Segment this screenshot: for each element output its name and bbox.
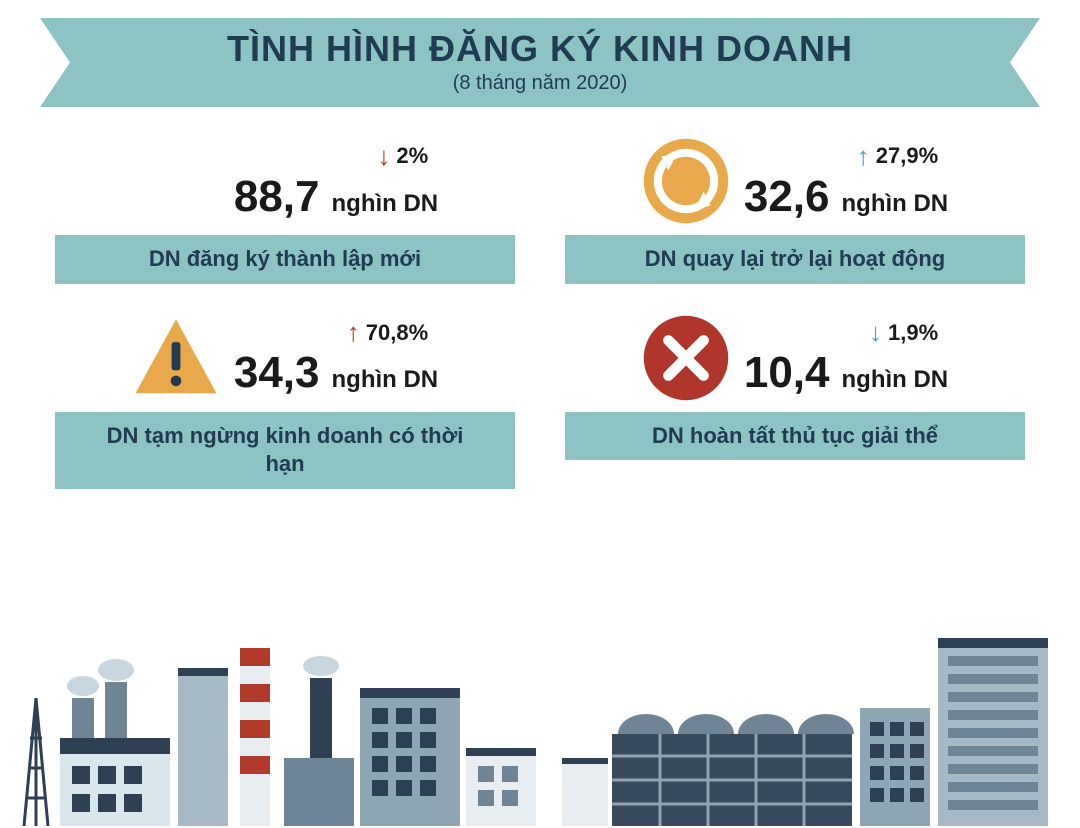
arrow-down-icon (869, 317, 882, 348)
stat-0-change: 2% (377, 141, 428, 172)
stat-0-label: DN đăng ký thành lập mới (55, 235, 515, 284)
stat-2-unit: nghìn DN (332, 366, 439, 394)
stat-0-icon-empty (132, 137, 220, 225)
arrow-up-icon (347, 317, 360, 348)
stat-0-unit: nghìn DN (332, 190, 439, 218)
stat-returned: 27,9% 32,6 nghìn DN DN quay lại trở lại … (560, 137, 1030, 284)
stat-3-label: DN hoàn tất thủ tục giải thể (565, 412, 1025, 461)
stat-1-unit: nghìn DN (842, 190, 949, 218)
stat-3-value: 10,4 (744, 348, 830, 398)
stat-new-registrations: 2% 88,7 nghìn DN DN đăng ký thành lập mớ… (50, 137, 520, 284)
arrow-down-icon (377, 141, 390, 172)
stat-suspended: 70,8% 34,3 nghìn DN DN tạm ngừng kinh do… (50, 314, 520, 489)
stat-2-change: 70,8% (347, 317, 428, 348)
stat-2-label: DN tạm ngừng kinh doanh có thời hạn (55, 412, 515, 489)
stat-1-change-value: 27,9% (876, 143, 938, 169)
cross-icon (642, 314, 730, 402)
stat-dissolved: 1,9% 10,4 nghìn DN DN hoàn tất thủ tục g… (560, 314, 1030, 489)
stat-2-change-value: 70,8% (366, 320, 428, 346)
stat-3-change-value: 1,9% (888, 320, 938, 346)
stat-3-unit: nghìn DN (842, 366, 949, 394)
stat-1-change: 27,9% (857, 141, 938, 172)
stats-grid: 2% 88,7 nghìn DN DN đăng ký thành lập mớ… (0, 107, 1080, 489)
stat-0-value: 88,7 (234, 172, 320, 222)
refresh-icon (642, 137, 730, 225)
stat-2-value: 34,3 (234, 348, 320, 398)
stat-3-change: 1,9% (869, 317, 938, 348)
stat-1-label: DN quay lại trở lại hoạt động (565, 235, 1025, 284)
page-subtitle: (8 tháng năm 2020) (40, 72, 1040, 95)
stat-1-value: 32,6 (744, 172, 830, 222)
page-title: TÌNH HÌNH ĐĂNG KÝ KINH DOANH (40, 28, 1040, 70)
title-banner: TÌNH HÌNH ĐĂNG KÝ KINH DOANH (8 tháng nă… (40, 18, 1040, 107)
stat-0-change-value: 2% (396, 143, 428, 169)
buildings-illustration (0, 638, 1080, 828)
warning-icon (132, 314, 220, 402)
arrow-up-icon (857, 141, 870, 172)
